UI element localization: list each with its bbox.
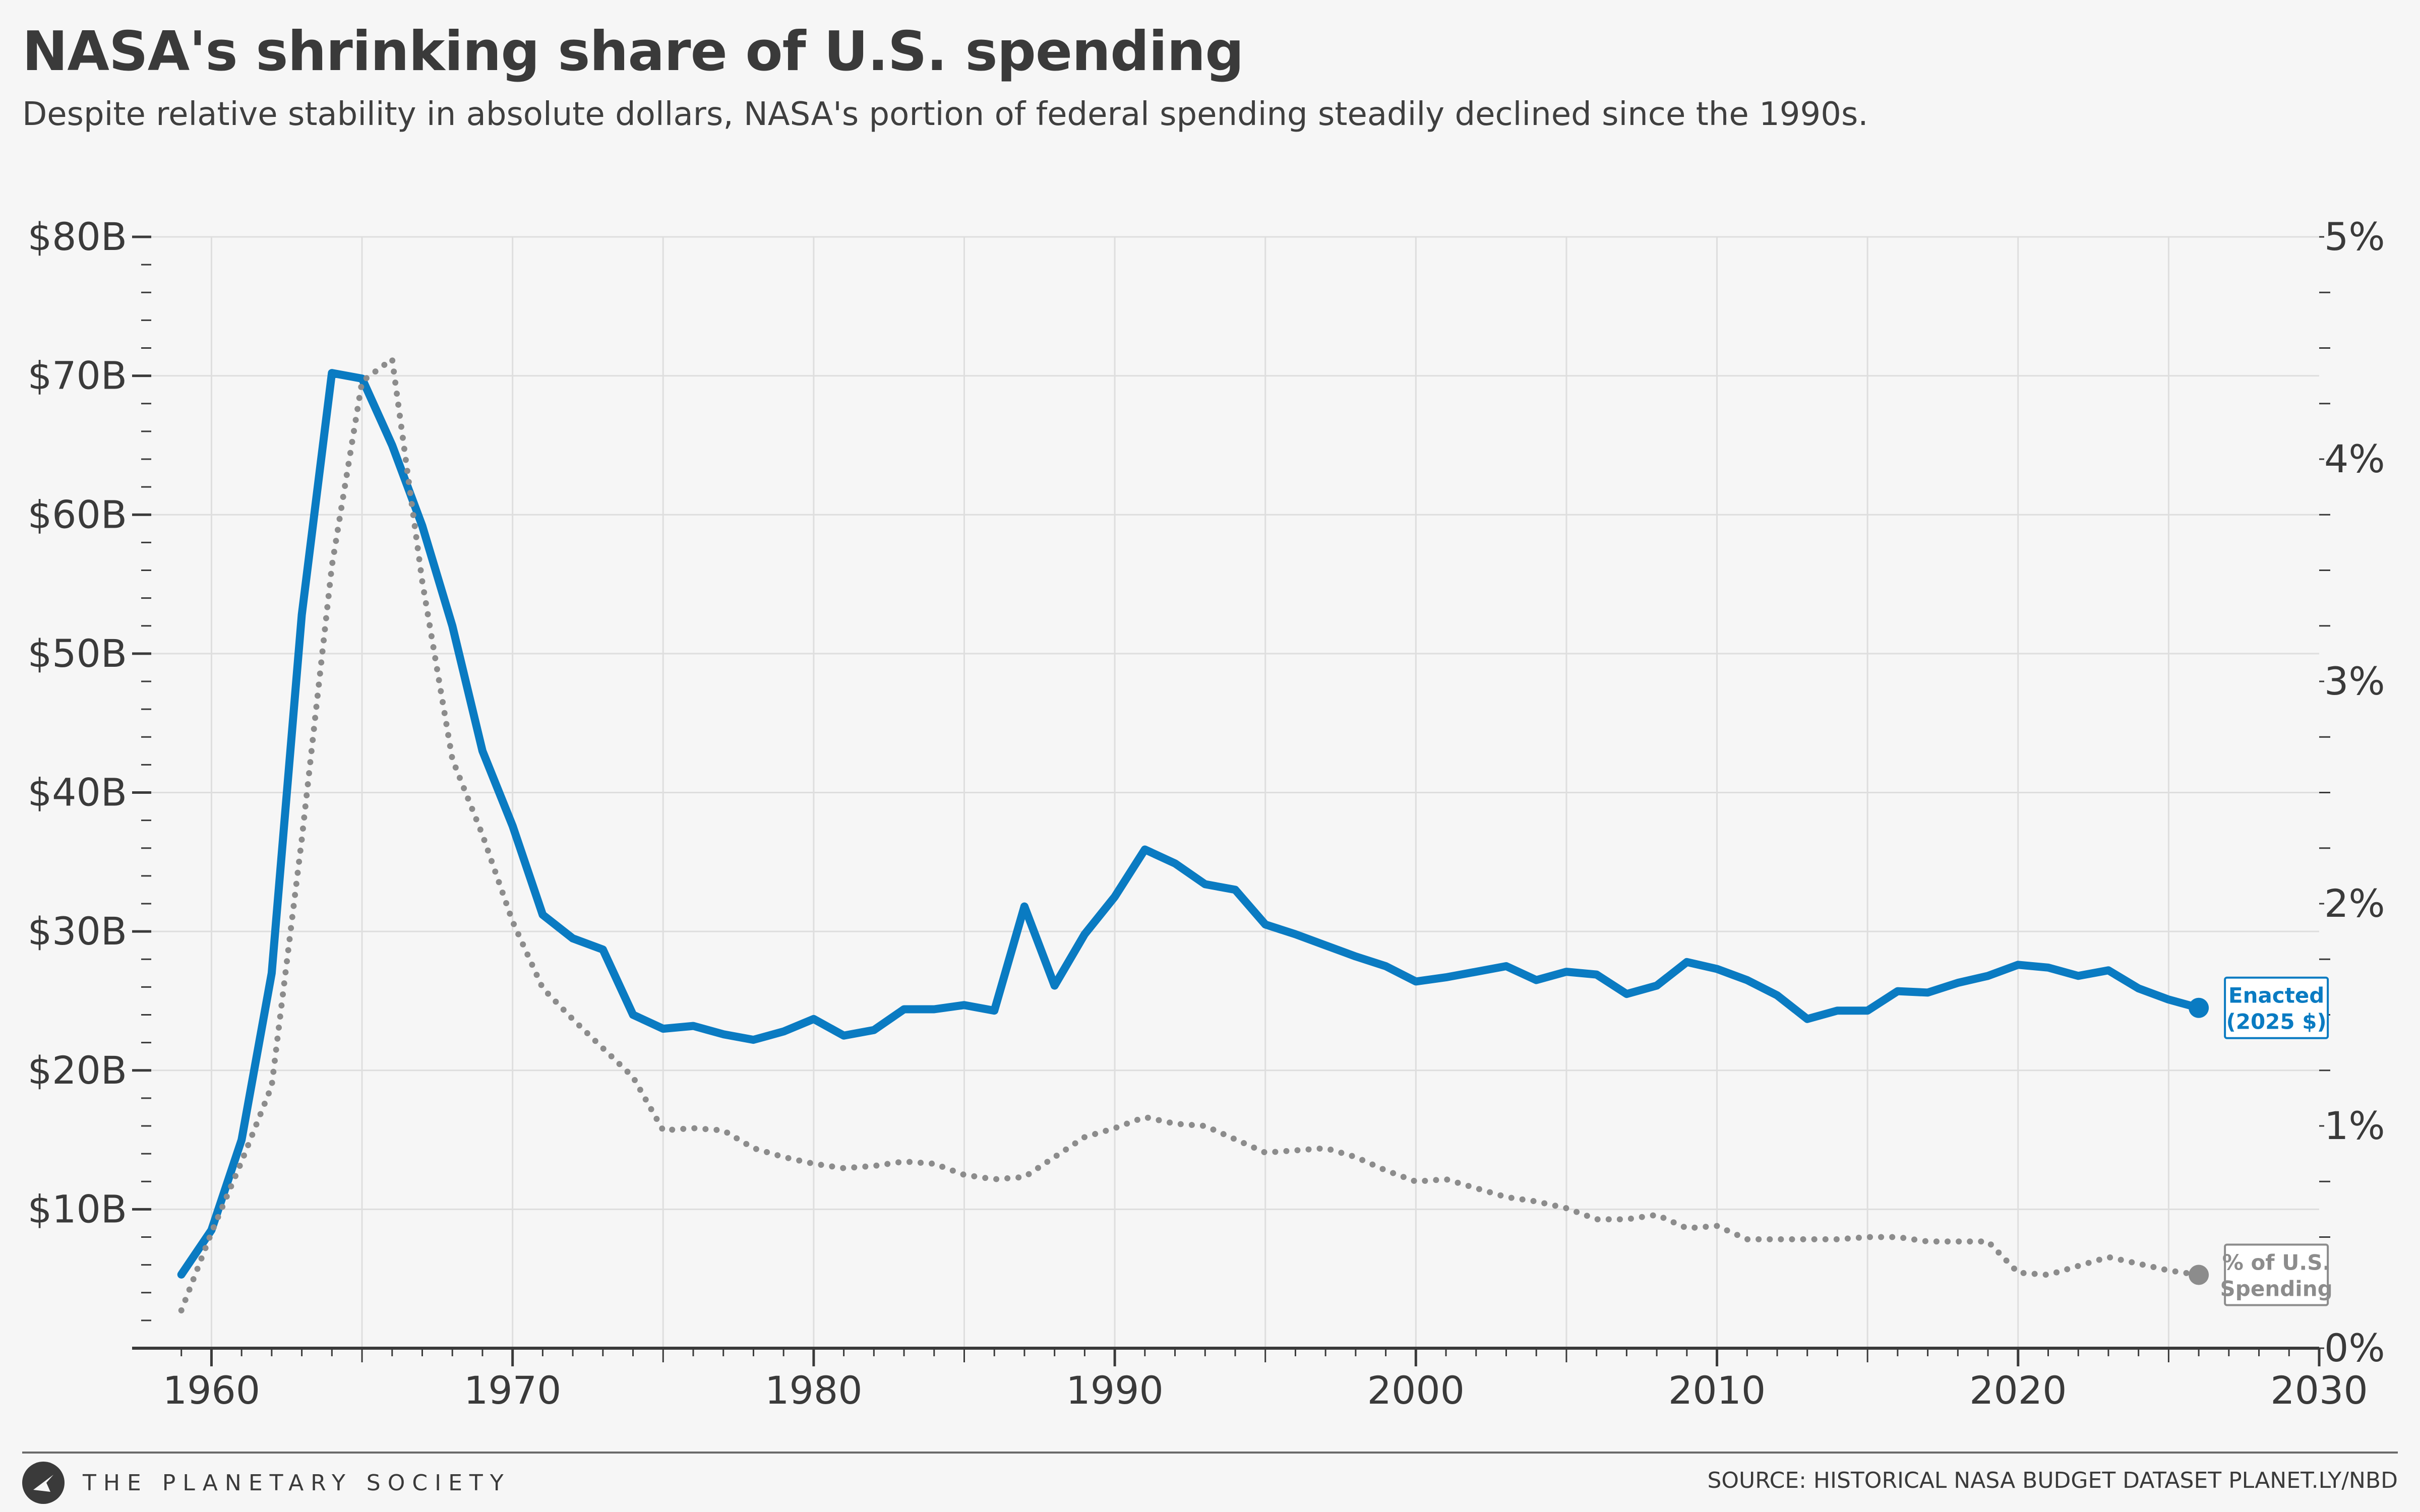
series-label-box bbox=[2224, 976, 2329, 1039]
y-left-tick-label: $50B bbox=[28, 631, 127, 676]
x-tick-label: 1990 bbox=[1066, 1368, 1163, 1413]
y-left-tick-label: $30B bbox=[28, 909, 127, 954]
series-layer bbox=[177, 356, 2209, 1313]
x-tick-label: 1960 bbox=[163, 1368, 260, 1413]
y-left-tick-label: $10B bbox=[28, 1186, 127, 1231]
x-tick-label: 1970 bbox=[464, 1368, 561, 1413]
y-left-tick-label: $60B bbox=[28, 492, 127, 537]
enacted-end-point bbox=[2189, 997, 2209, 1018]
y-left-tick-label: $80B bbox=[28, 214, 127, 259]
y-left-tick-label: $40B bbox=[28, 770, 127, 815]
y-left-tick-label: $20B bbox=[28, 1048, 127, 1093]
chart-subtitle: Despite relative stability in absolute d… bbox=[22, 96, 1868, 133]
x-tick-label: 2010 bbox=[1668, 1368, 1766, 1413]
y-left-tick-label: $70B bbox=[28, 353, 127, 398]
y-right-tick-label: 5% bbox=[2324, 214, 2385, 259]
series-label-box bbox=[2224, 1243, 2329, 1306]
x-tick-label: 1980 bbox=[765, 1368, 862, 1413]
brand-name: THE PLANETARY SOCIETY bbox=[83, 1470, 511, 1496]
series-label-text: Enacted bbox=[2228, 983, 2324, 1008]
y-right-tick-label: 3% bbox=[2324, 659, 2385, 704]
series-label-text: Spending bbox=[2220, 1276, 2333, 1301]
y-right-tick-label: 4% bbox=[2324, 436, 2385, 481]
axis-layer: 1960 1970 1980 1990 2000 2010 2020 2030 $10B $20B… bbox=[28, 214, 2385, 1413]
share-end-point bbox=[2189, 1265, 2209, 1285]
source-note: SOURCE: HISTORICAL NASA BUDGET DATASET P… bbox=[1707, 1468, 2398, 1493]
series-label-text: % of U.S. bbox=[2222, 1250, 2331, 1275]
x-tick-label: 2020 bbox=[1969, 1368, 2067, 1413]
series-label-text: (2025 $) bbox=[2226, 1010, 2327, 1034]
y-right-tick-label: 2% bbox=[2324, 881, 2385, 926]
brand-block: THE PLANETARY SOCIETY bbox=[22, 1462, 511, 1504]
footer-divider bbox=[22, 1452, 2398, 1454]
y-right-tick-label: 1% bbox=[2324, 1103, 2385, 1148]
share-of-spending-line bbox=[178, 356, 2202, 1313]
y-right-tick-label: 0% bbox=[2324, 1326, 2385, 1370]
series-label-layer: Enacted(2025 $) % of U.S.Spending bbox=[2220, 976, 2333, 1306]
x-tick-label: 2030 bbox=[2270, 1368, 2368, 1413]
enacted-budget-line bbox=[177, 369, 2203, 1279]
grid-layer bbox=[151, 236, 2319, 1348]
x-tick-label: 2000 bbox=[1367, 1368, 1465, 1413]
chart-title: NASA's shrinking share of U.S. spending bbox=[22, 20, 1244, 83]
planetary-society-logo-icon bbox=[22, 1462, 65, 1504]
